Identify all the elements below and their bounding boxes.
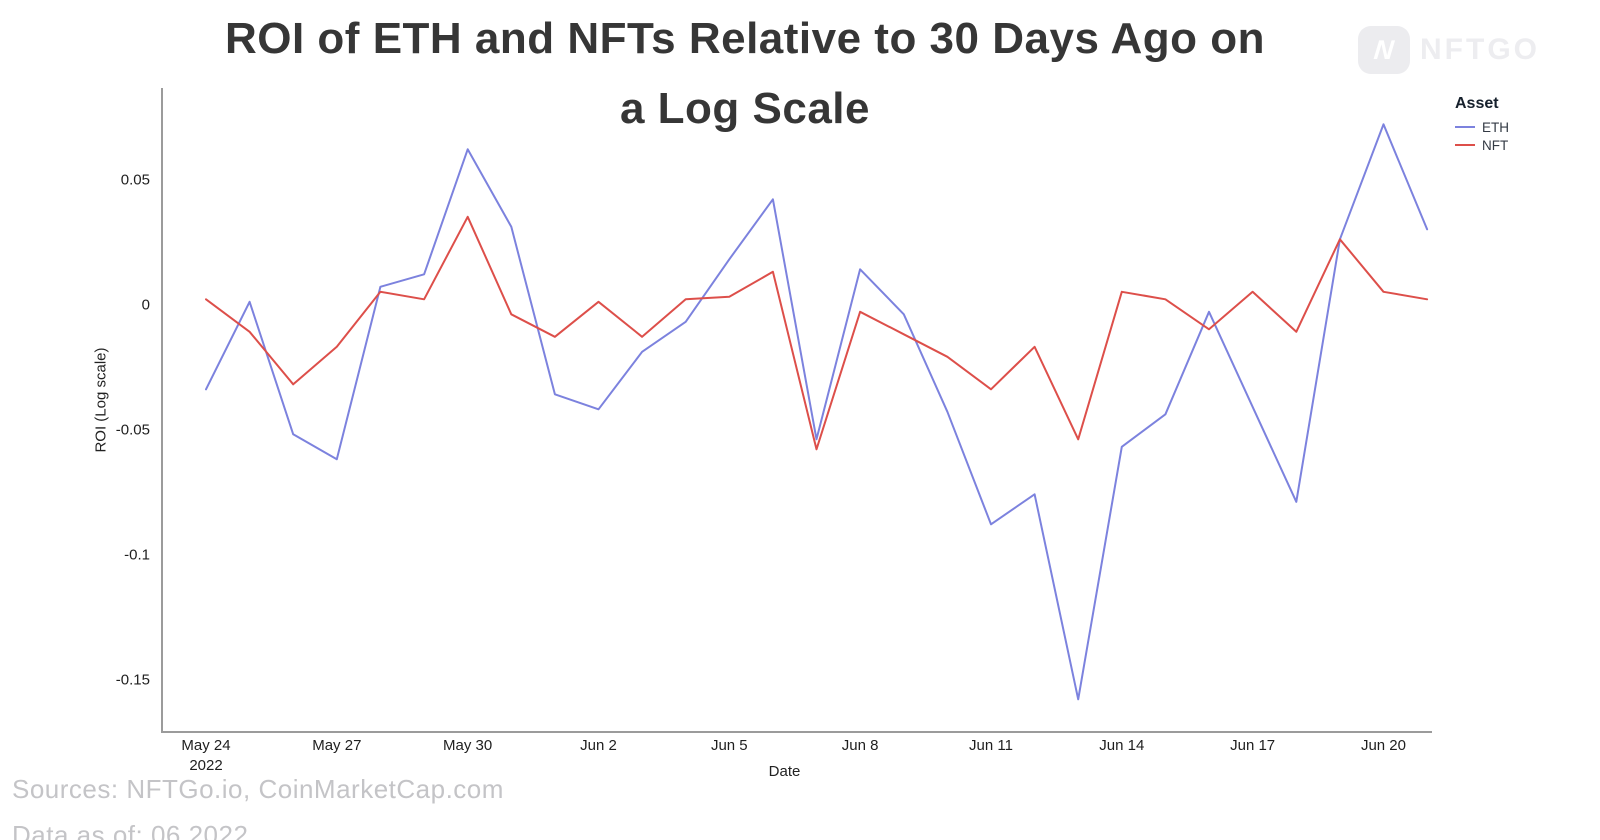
sources-text: Sources: NFTGo.io, CoinMarketCap.com xyxy=(12,774,504,804)
x-tick-year-label: 2022 xyxy=(189,757,222,774)
legend-label-nft: NFT xyxy=(1482,137,1509,153)
y-tick-label: -0.15 xyxy=(116,671,150,688)
x-axis-title: Date xyxy=(768,763,801,780)
nftgo-logo-icon: N xyxy=(1358,26,1410,74)
y-tick-label: 0 xyxy=(142,296,150,313)
nftgo-watermark: N NFTGO xyxy=(1358,26,1540,74)
y-axis-title: ROI (Log scale) xyxy=(92,347,110,453)
eth-line-swatch-icon xyxy=(1455,126,1475,128)
nftgo-brand-text: NFTGO xyxy=(1420,33,1540,66)
legend-label-eth: ETH xyxy=(1482,119,1509,135)
legend-item-eth: ETH xyxy=(1455,118,1509,136)
x-tick-label: Jun 14 xyxy=(1099,737,1144,754)
nft-line xyxy=(205,215,1429,451)
legend: Asset ETH NFT xyxy=(1455,95,1509,154)
x-tick-label: Jun 17 xyxy=(1230,737,1275,754)
x-tick-label: Jun 5 xyxy=(711,737,748,754)
x-tick-label: May 30 xyxy=(443,737,492,754)
x-tick-label: May 24 xyxy=(181,737,230,754)
y-tick-label: -0.05 xyxy=(116,421,150,438)
x-tick-label: May 27 xyxy=(312,737,361,754)
x-tick-label: Jun 8 xyxy=(842,737,879,754)
y-tick-label: -0.1 xyxy=(124,546,150,563)
data-as-of-text: Data as of: 06.2022 xyxy=(12,820,249,840)
chart-title: ROI of ETH and NFTs Relative to 30 Days … xyxy=(150,4,1340,144)
x-tick-label: Jun 2 xyxy=(580,737,617,754)
y-tick-label: 0.05 xyxy=(121,171,150,188)
legend-item-nft: NFT xyxy=(1455,136,1509,154)
eth-line xyxy=(205,123,1429,701)
x-tick-label: Jun 11 xyxy=(969,737,1013,754)
chart-title-line1: ROI of ETH and NFTs Relative to 30 Days … xyxy=(224,14,1266,63)
chart-title-line2: a Log Scale xyxy=(619,84,871,133)
legend-title: Asset xyxy=(1455,95,1499,112)
nft-line-swatch-icon xyxy=(1455,144,1475,146)
x-tick-label: Jun 20 xyxy=(1361,737,1406,754)
